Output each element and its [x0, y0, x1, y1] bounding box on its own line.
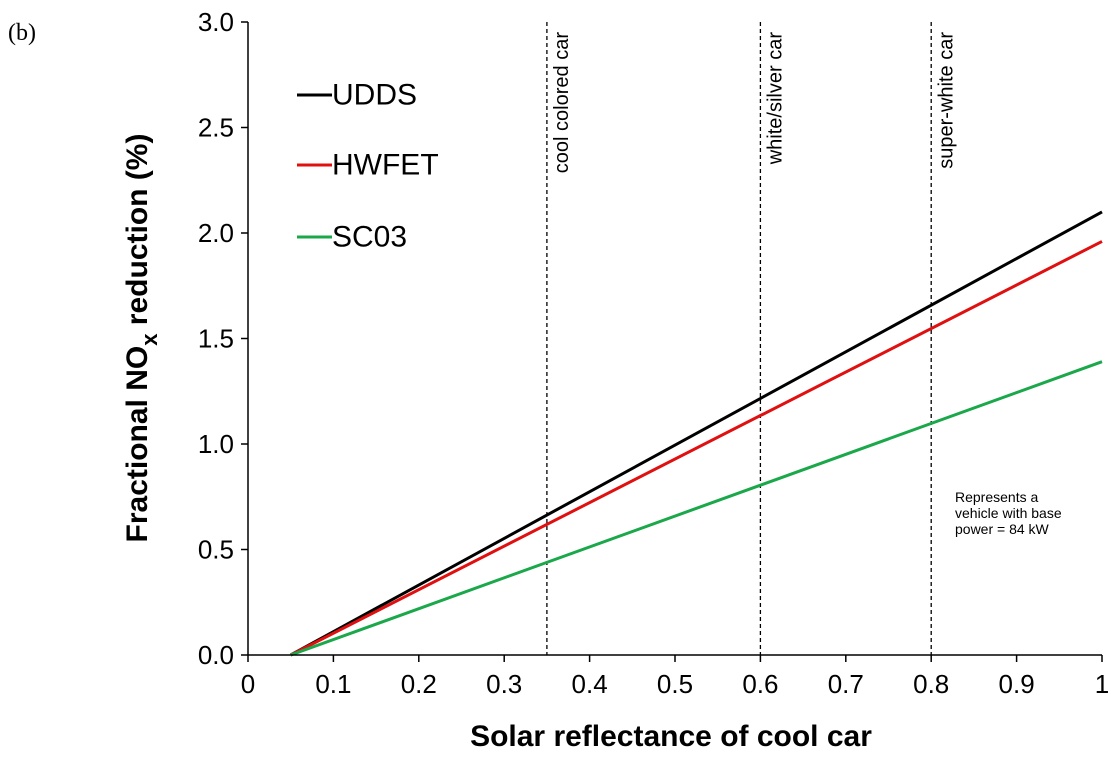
x-tick-label-4: 0.4 — [572, 669, 608, 699]
y-tick-label-3: 1.5 — [198, 324, 234, 354]
y-tick-label-1: 0.5 — [198, 535, 234, 565]
legend-label-udds: UDDS — [332, 79, 417, 112]
reference-line-label-2: super-white car — [935, 32, 957, 169]
y-tick-label-4: 2.0 — [198, 218, 234, 248]
x-axis-title: Solar reflectance of cool car — [470, 720, 872, 753]
chart-note-line-2: power = 84 kW — [955, 521, 1050, 537]
x-tick-label-7: 0.7 — [828, 669, 864, 699]
x-tick-label-10: 1 — [1095, 669, 1109, 699]
legend-label-sc03: SC03 — [332, 221, 407, 254]
y-tick-label-2: 1.0 — [198, 429, 234, 459]
y-tick-label-0: 0.0 — [198, 640, 234, 670]
chart-note-line-0: Represents a — [955, 489, 1038, 505]
reference-line-label-1: white/silver car — [765, 32, 787, 166]
y-tick-label-6: 3.0 — [198, 7, 234, 37]
series-line-hwfet — [290, 240, 1103, 657]
axes — [247, 22, 1102, 656]
x-tick-label-2: 0.2 — [401, 669, 437, 699]
panel-label: (b) — [8, 20, 36, 46]
ticks: 0.0 0.5 1.0 1.5 2.0 2.5 3.0 0 0.1 0.2 0.3 0.4 0.5 0.6… — [198, 7, 1109, 699]
reference-lines: cool colored car white/silver car super-wh… — [546, 22, 957, 655]
y-axis-title-tail: reduction (%) — [121, 134, 154, 334]
series-line-udds — [289, 210, 1103, 657]
series-line-sc03 — [290, 360, 1103, 657]
y-tick-label-5: 2.5 — [198, 113, 234, 143]
y-axis-title-subscript: x — [137, 333, 162, 346]
x-tick-label-3: 0.3 — [486, 669, 522, 699]
reference-line-label-0: cool colored car — [551, 32, 573, 174]
x-tick-label-1: 0.1 — [315, 669, 351, 699]
x-tick-label-5: 0.5 — [657, 669, 693, 699]
y-axis-title-main: Fractional NO — [121, 346, 154, 543]
legend: UDDS HWFET SC03 — [297, 79, 439, 254]
chart-note-line-1: vehicle with base — [955, 505, 1062, 521]
legend-label-hwfet: HWFET — [332, 149, 439, 182]
x-tick-label-9: 0.9 — [999, 669, 1035, 699]
x-tick-label-8: 0.8 — [913, 669, 949, 699]
y-axis-title: Fractional NOx reduction (%) — [121, 134, 162, 543]
series-lines — [289, 210, 1103, 657]
x-tick-label-0: 0 — [241, 669, 255, 699]
x-tick-label-6: 0.6 — [742, 669, 778, 699]
